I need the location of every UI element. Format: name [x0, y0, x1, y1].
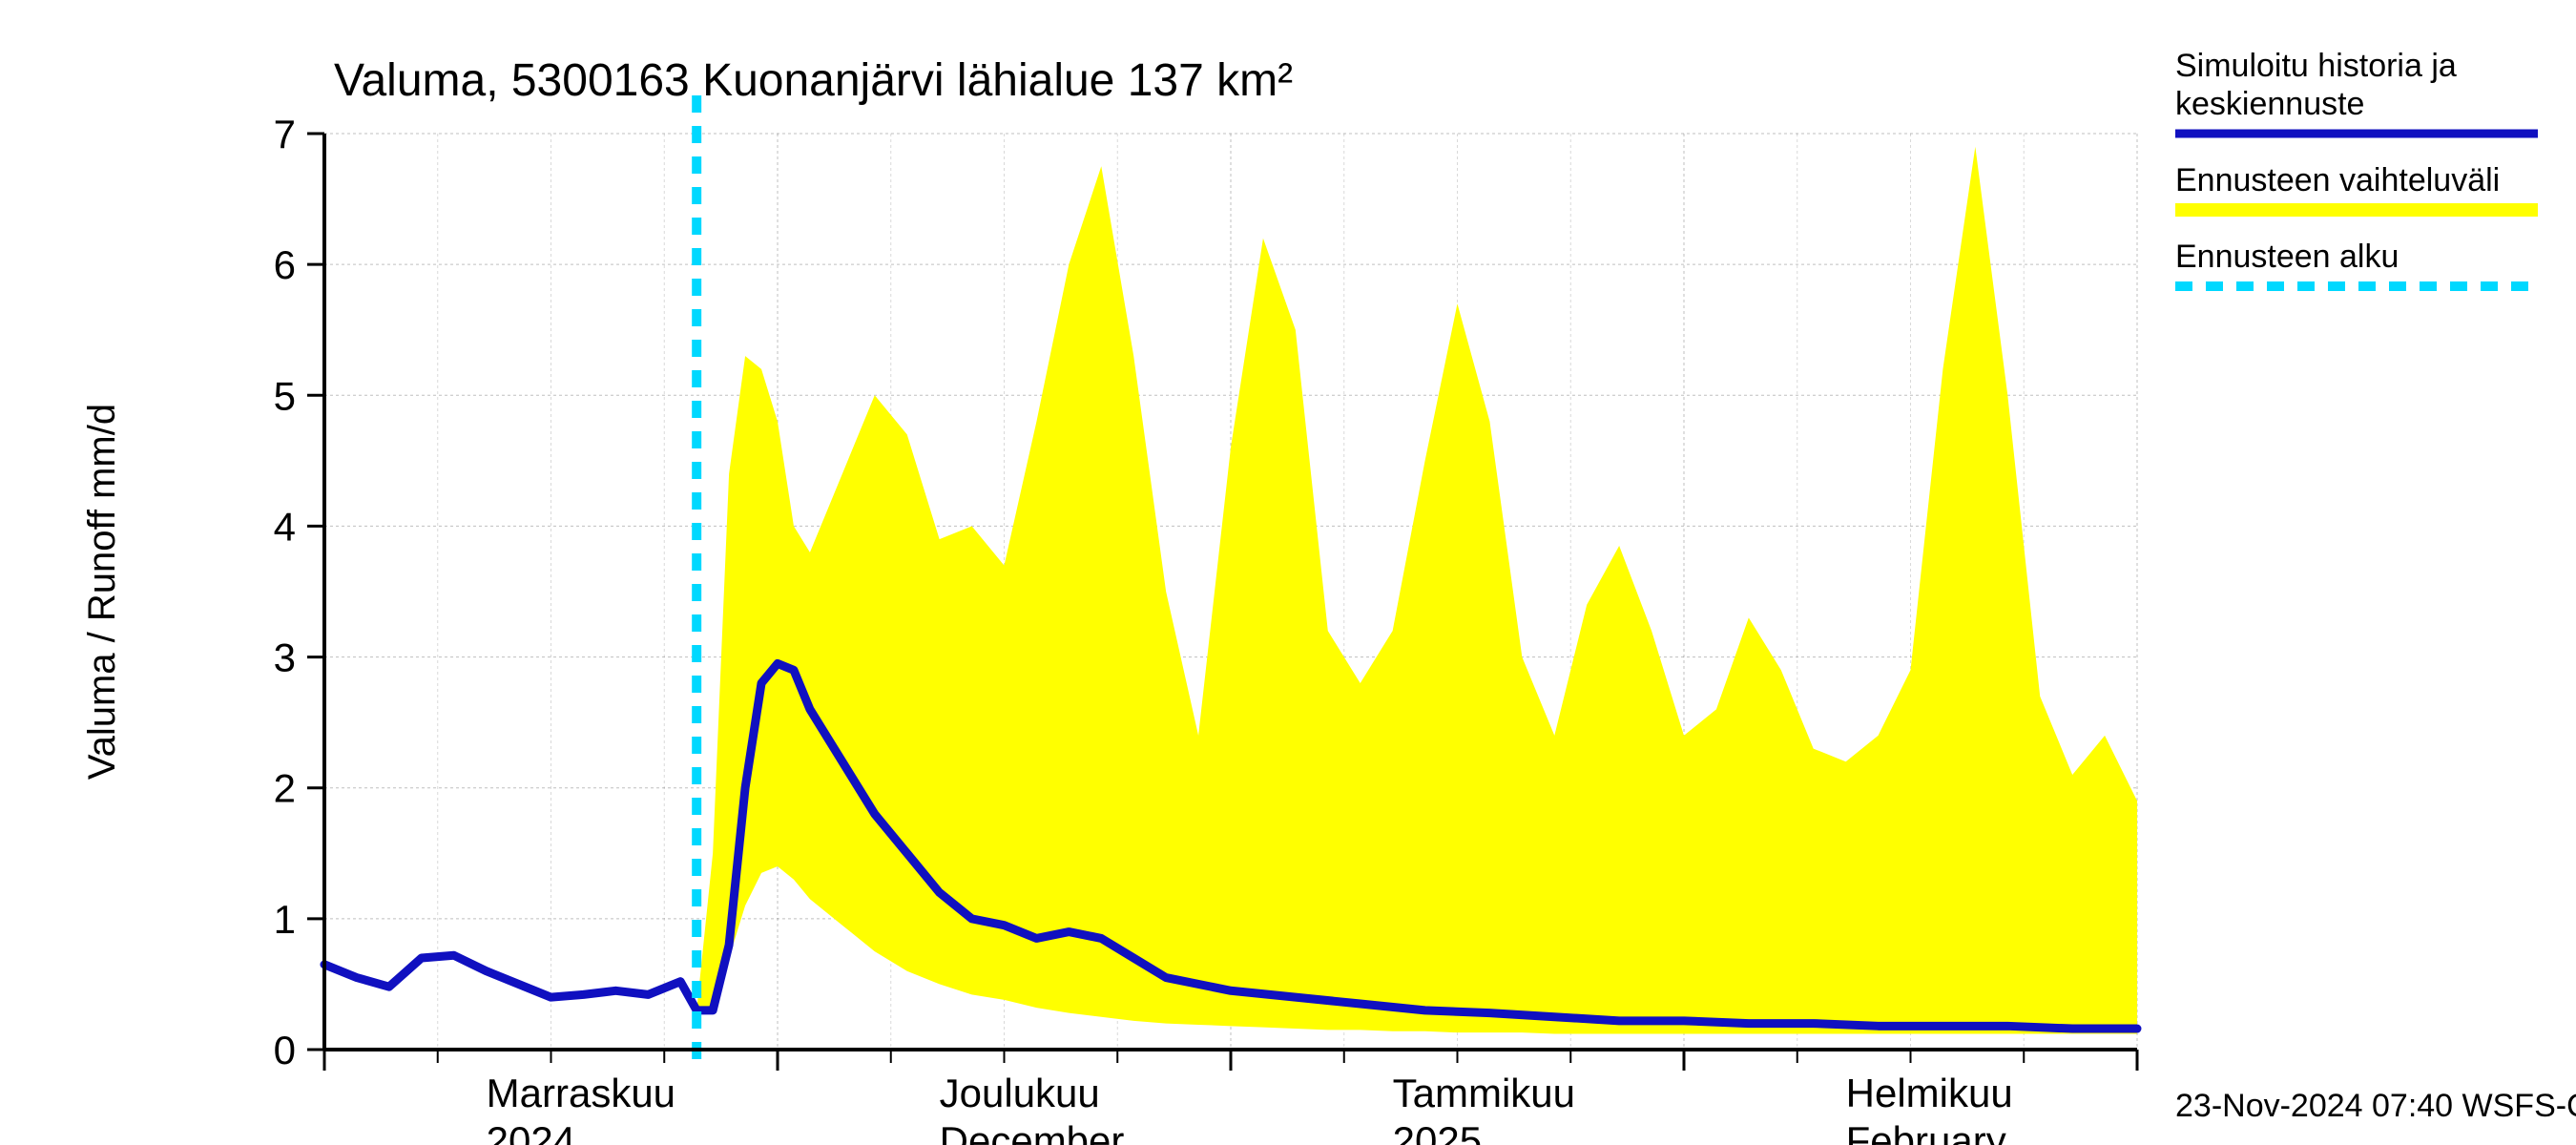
y-tick-label: 0	[274, 1028, 296, 1072]
x-month-label: Tammikuu	[1393, 1071, 1575, 1115]
y-tick-label: 1	[274, 897, 296, 942]
x-month-label: Joulukuu	[940, 1071, 1100, 1115]
y-tick-label: 5	[274, 373, 296, 418]
x-month-label: Helmikuu	[1846, 1071, 2013, 1115]
legend-label: Ennusteen vaihteluväli	[2175, 162, 2500, 198]
x-month-sublabel: December	[940, 1118, 1125, 1145]
y-tick-label: 4	[274, 504, 296, 549]
runoff-forecast-chart: Valuma, 5300163 Kuonanjärvi lähialue 137…	[0, 0, 2576, 1145]
y-axis-label: Valuma / Runoff mm/d	[81, 404, 123, 780]
legend-label: Ennusteen alku	[2175, 239, 2399, 275]
x-month-sublabel: 2025	[1393, 1118, 1482, 1145]
y-tick-label: 7	[274, 112, 296, 156]
x-month-sublabel: February	[1846, 1118, 2006, 1145]
x-month-sublabel: 2024	[487, 1118, 575, 1145]
x-month-label: Marraskuu	[487, 1071, 675, 1115]
footer-timestamp: 23-Nov-2024 07:40 WSFS-O	[2175, 1088, 2576, 1124]
y-tick-label: 6	[274, 242, 296, 287]
y-tick-label: 3	[274, 635, 296, 680]
chart-title: Valuma, 5300163 Kuonanjärvi lähialue 137…	[334, 55, 1293, 106]
legend-label: keskiennuste	[2175, 86, 2364, 122]
legend-label: Simuloitu historia ja	[2175, 48, 2457, 84]
y-tick-label: 2	[274, 766, 296, 811]
